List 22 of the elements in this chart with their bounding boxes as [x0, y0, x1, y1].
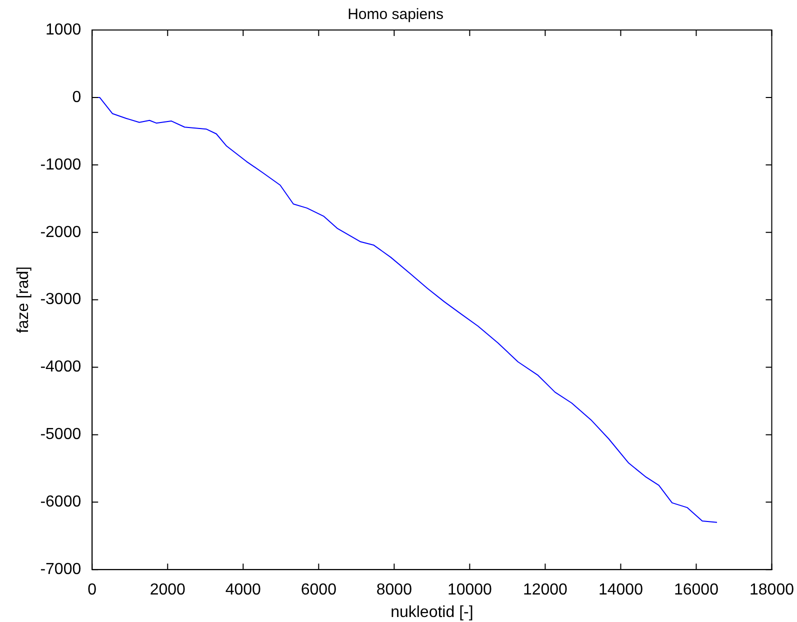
y-axis-title: faze [rad]: [15, 266, 32, 334]
x-tick-label: 4000: [225, 582, 262, 599]
y-tick-label: -2000: [40, 224, 82, 241]
x-tick-label: 8000: [376, 582, 412, 599]
y-tick-label: -3000: [40, 291, 82, 308]
x-tick-label: 10000: [447, 582, 492, 599]
x-tick-label: 14000: [598, 582, 644, 599]
chart-title: Homo sapiens: [348, 6, 444, 24]
x-axis-title: nukleotid [-]: [390, 604, 474, 621]
y-tick-label: -6000: [40, 494, 82, 511]
y-tick-label: 0: [72, 88, 82, 106]
y-tick-label: -5000: [40, 426, 82, 444]
x-tick-label: 18000: [750, 582, 794, 599]
y-tick-label: 1000: [46, 21, 82, 38]
y-tick-label: -7000: [40, 561, 82, 578]
x-tick-label: 16000: [674, 582, 719, 599]
x-tick-label: 0: [88, 582, 97, 599]
y-tick-label: -4000: [40, 358, 82, 376]
x-tick-label: 12000: [522, 582, 568, 599]
x-tick-label: 2000: [150, 582, 186, 599]
y-tick-label: -1000: [40, 156, 82, 174]
x-tick-label: 6000: [300, 582, 337, 599]
